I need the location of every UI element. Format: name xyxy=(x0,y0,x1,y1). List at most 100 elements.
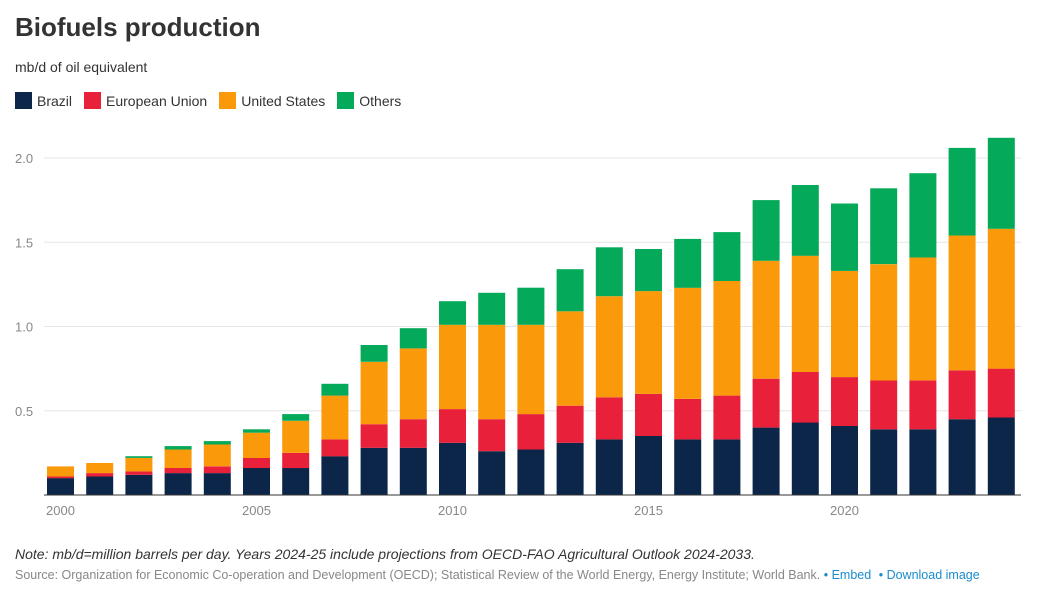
download-image-link[interactable]: Download image xyxy=(886,568,980,582)
bar-brazil-2003[interactable] xyxy=(164,473,192,495)
bar-brazil-2001[interactable] xyxy=(86,476,114,496)
bar-brazil-2022[interactable] xyxy=(909,429,937,495)
bar-others-2023[interactable] xyxy=(948,147,976,236)
bar-others-2016[interactable] xyxy=(674,238,702,288)
bar-others-2002[interactable] xyxy=(125,456,153,458)
bar-european-union-2012[interactable] xyxy=(517,414,545,450)
bar-brazil-2021[interactable] xyxy=(870,429,898,495)
bar-brazil-2006[interactable] xyxy=(282,468,310,495)
bar-european-union-2015[interactable] xyxy=(635,393,662,436)
bar-others-2018[interactable] xyxy=(752,200,780,261)
bar-united-states-2014[interactable] xyxy=(595,296,623,398)
bar-european-union-2016[interactable] xyxy=(674,399,702,440)
bar-brazil-2023[interactable] xyxy=(948,419,976,495)
bar-european-union-2009[interactable] xyxy=(399,419,427,448)
bar-brazil-2017[interactable] xyxy=(713,439,741,495)
legend-item-united-states[interactable]: United States xyxy=(219,92,325,109)
bar-others-2013[interactable] xyxy=(556,269,584,312)
bar-brazil-2020[interactable] xyxy=(831,425,858,495)
bar-united-states-2009[interactable] xyxy=(399,348,427,420)
bar-united-states-2022[interactable] xyxy=(909,257,937,381)
bar-brazil-2015[interactable] xyxy=(635,436,662,495)
bar-european-union-2021[interactable] xyxy=(870,380,898,430)
bar-united-states-2005[interactable] xyxy=(243,432,270,458)
bar-united-states-2023[interactable] xyxy=(948,235,976,371)
bar-united-states-2020[interactable] xyxy=(831,270,858,378)
bar-european-union-2019[interactable] xyxy=(791,372,819,423)
bar-brazil-2008[interactable] xyxy=(360,447,388,495)
bar-united-states-2001[interactable] xyxy=(86,463,114,474)
bar-others-2024[interactable] xyxy=(987,137,1015,229)
bar-brazil-2013[interactable] xyxy=(556,442,584,495)
bar-others-2012[interactable] xyxy=(517,287,545,325)
bar-brazil-2007[interactable] xyxy=(321,456,349,495)
bar-united-states-2006[interactable] xyxy=(282,420,310,453)
bar-european-union-2003[interactable] xyxy=(164,468,192,474)
bar-others-2014[interactable] xyxy=(595,247,623,297)
legend-item-european-union[interactable]: European Union xyxy=(84,92,207,109)
bar-united-states-2018[interactable] xyxy=(752,260,780,379)
bar-european-union-2018[interactable] xyxy=(752,378,780,428)
bar-others-2003[interactable] xyxy=(164,446,192,450)
bar-others-2021[interactable] xyxy=(870,188,898,265)
bar-brazil-2010[interactable] xyxy=(439,442,466,495)
bar-united-states-2000[interactable] xyxy=(47,466,74,477)
bar-united-states-2008[interactable] xyxy=(360,361,388,425)
bar-european-union-2013[interactable] xyxy=(556,405,584,443)
bar-brazil-2000[interactable] xyxy=(47,478,74,495)
bar-others-2005[interactable] xyxy=(243,429,270,433)
bar-others-2022[interactable] xyxy=(909,173,937,258)
bar-brazil-2009[interactable] xyxy=(399,447,427,495)
bar-brazil-2018[interactable] xyxy=(752,427,780,495)
bar-european-union-2004[interactable] xyxy=(203,466,231,474)
bar-brazil-2014[interactable] xyxy=(595,439,623,495)
bar-united-states-2007[interactable] xyxy=(321,395,349,440)
bar-european-union-2005[interactable] xyxy=(243,457,270,468)
bar-european-union-2014[interactable] xyxy=(595,397,623,440)
bar-european-union-2007[interactable] xyxy=(321,439,349,457)
bar-others-2010[interactable] xyxy=(439,301,466,325)
bar-united-states-2024[interactable] xyxy=(987,228,1015,369)
bar-others-2008[interactable] xyxy=(360,345,388,362)
bar-european-union-2017[interactable] xyxy=(713,395,741,440)
bar-united-states-2011[interactable] xyxy=(478,324,506,420)
bar-united-states-2019[interactable] xyxy=(791,255,819,372)
bar-united-states-2013[interactable] xyxy=(556,311,584,406)
bar-united-states-2010[interactable] xyxy=(439,324,466,410)
bar-united-states-2016[interactable] xyxy=(674,287,702,399)
bar-european-union-2011[interactable] xyxy=(478,419,506,452)
bar-european-union-2010[interactable] xyxy=(439,409,466,443)
bar-others-2020[interactable] xyxy=(831,203,858,271)
bar-others-2015[interactable] xyxy=(635,249,662,292)
legend-item-others[interactable]: Others xyxy=(337,92,401,109)
bar-others-2009[interactable] xyxy=(399,328,427,349)
bar-brazil-2019[interactable] xyxy=(791,422,819,496)
bar-others-2017[interactable] xyxy=(713,232,741,281)
bar-european-union-2020[interactable] xyxy=(831,377,858,426)
bar-european-union-2023[interactable] xyxy=(948,370,976,420)
bar-european-union-2001[interactable] xyxy=(86,473,114,477)
embed-link[interactable]: Embed xyxy=(831,568,872,582)
bar-brazil-2024[interactable] xyxy=(987,417,1015,496)
bar-united-states-2004[interactable] xyxy=(203,444,231,467)
bar-european-union-2022[interactable] xyxy=(909,380,937,430)
bar-brazil-2011[interactable] xyxy=(478,451,506,495)
bar-others-2007[interactable] xyxy=(321,383,349,396)
bar-united-states-2002[interactable] xyxy=(125,457,153,472)
bar-brazil-2005[interactable] xyxy=(243,468,270,495)
bar-others-2004[interactable] xyxy=(203,441,231,445)
bar-united-states-2017[interactable] xyxy=(713,281,741,396)
bar-european-union-2000[interactable] xyxy=(47,476,74,479)
bar-european-union-2008[interactable] xyxy=(360,424,388,448)
bar-brazil-2012[interactable] xyxy=(517,449,545,496)
bar-european-union-2002[interactable] xyxy=(125,471,153,475)
bar-brazil-2002[interactable] xyxy=(125,474,153,495)
legend-item-brazil[interactable]: Brazil xyxy=(15,92,72,109)
bar-brazil-2016[interactable] xyxy=(674,439,702,495)
bar-united-states-2015[interactable] xyxy=(635,291,662,394)
bar-united-states-2021[interactable] xyxy=(870,264,898,381)
bar-others-2011[interactable] xyxy=(478,292,506,325)
bar-others-2019[interactable] xyxy=(791,185,819,256)
bar-brazil-2004[interactable] xyxy=(203,473,231,495)
bar-european-union-2006[interactable] xyxy=(282,452,310,469)
